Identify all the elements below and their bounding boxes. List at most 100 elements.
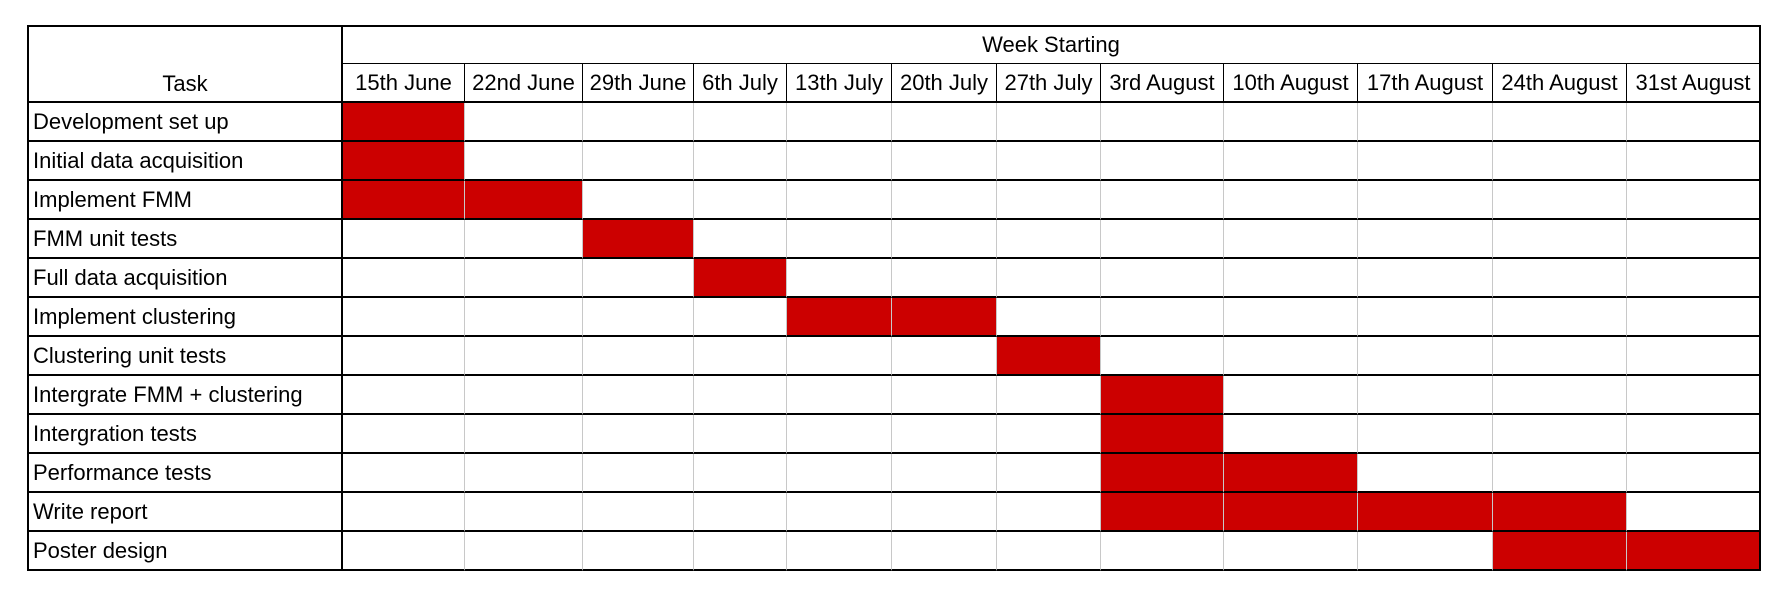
schedule-cell (343, 259, 465, 298)
schedule-bar (997, 337, 1101, 376)
schedule-cell (694, 220, 787, 259)
schedule-cell (465, 532, 583, 571)
week-header: 10th August (1224, 64, 1358, 103)
schedule-cell (892, 259, 997, 298)
task-label: Poster design (27, 532, 343, 571)
schedule-cell (787, 259, 892, 298)
schedule-cell (583, 181, 694, 220)
week-header: 3rd August (1101, 64, 1224, 103)
schedule-cell (997, 142, 1101, 181)
schedule-cell (1101, 259, 1224, 298)
schedule-cell (694, 337, 787, 376)
schedule-cell (694, 181, 787, 220)
schedule-bar (1493, 532, 1627, 571)
task-column-header: Task (27, 25, 343, 103)
schedule-cell (465, 142, 583, 181)
schedule-cell (465, 376, 583, 415)
schedule-bar (343, 142, 465, 181)
schedule-cell (1358, 415, 1493, 454)
schedule-cell (892, 376, 997, 415)
schedule-cell (1627, 493, 1761, 532)
schedule-cell (1627, 454, 1761, 493)
schedule-cell (343, 298, 465, 337)
schedule-cell (997, 415, 1101, 454)
schedule-cell (465, 259, 583, 298)
schedule-cell (787, 493, 892, 532)
schedule-cell (583, 415, 694, 454)
schedule-bar (1493, 493, 1627, 532)
schedule-cell (1101, 103, 1224, 142)
schedule-cell (465, 454, 583, 493)
schedule-cell (465, 415, 583, 454)
schedule-cell (1627, 259, 1761, 298)
schedule-cell (1358, 259, 1493, 298)
schedule-cell (1627, 337, 1761, 376)
schedule-cell (1224, 415, 1358, 454)
schedule-cell (694, 103, 787, 142)
schedule-bar (1627, 532, 1761, 571)
schedule-cell (1224, 103, 1358, 142)
schedule-cell (892, 181, 997, 220)
schedule-cell (997, 532, 1101, 571)
task-label: Write report (27, 493, 343, 532)
week-header: 29th June (583, 64, 694, 103)
gantt-chart: Task Week Starting 15th June 22nd June 29t… (27, 25, 1761, 571)
schedule-cell (583, 493, 694, 532)
schedule-cell (997, 181, 1101, 220)
week-header: 31st August (1627, 64, 1761, 103)
schedule-cell (892, 493, 997, 532)
task-label: Implement clustering (27, 298, 343, 337)
schedule-cell (1358, 298, 1493, 337)
schedule-cell (583, 376, 694, 415)
schedule-cell (1101, 337, 1224, 376)
schedule-cell (1358, 220, 1493, 259)
schedule-cell (583, 532, 694, 571)
schedule-cell (1627, 220, 1761, 259)
schedule-bar (1101, 454, 1224, 493)
schedule-cell (787, 181, 892, 220)
schedule-cell (997, 493, 1101, 532)
week-header: 27th July (997, 64, 1101, 103)
schedule-cell (343, 532, 465, 571)
schedule-bar (1224, 493, 1358, 532)
schedule-cell (1224, 337, 1358, 376)
schedule-cell (1493, 337, 1627, 376)
schedule-cell (694, 454, 787, 493)
schedule-cell (892, 415, 997, 454)
schedule-cell (343, 337, 465, 376)
schedule-cell (694, 532, 787, 571)
schedule-bar (1101, 415, 1224, 454)
schedule-cell (1627, 103, 1761, 142)
schedule-cell (892, 220, 997, 259)
schedule-cell (1224, 220, 1358, 259)
schedule-bar (1101, 376, 1224, 415)
schedule-cell (892, 142, 997, 181)
schedule-cell (1358, 376, 1493, 415)
schedule-bar (694, 259, 787, 298)
schedule-cell (1358, 337, 1493, 376)
week-starting-header: Week Starting (343, 25, 1761, 64)
schedule-cell (1224, 259, 1358, 298)
week-header: 20th July (892, 64, 997, 103)
schedule-cell (997, 259, 1101, 298)
task-label: Initial data acquisition (27, 142, 343, 181)
schedule-cell (1493, 181, 1627, 220)
schedule-cell (1358, 532, 1493, 571)
schedule-bar (1224, 454, 1358, 493)
task-label: Clustering unit tests (27, 337, 343, 376)
schedule-cell (465, 337, 583, 376)
schedule-bar (1101, 493, 1224, 532)
schedule-cell (694, 298, 787, 337)
schedule-cell (1224, 532, 1358, 571)
schedule-cell (787, 532, 892, 571)
week-header: 22nd June (465, 64, 583, 103)
schedule-cell (892, 532, 997, 571)
schedule-bar (787, 298, 892, 337)
schedule-cell (343, 376, 465, 415)
schedule-cell (694, 415, 787, 454)
schedule-cell (1224, 142, 1358, 181)
task-label: Performance tests (27, 454, 343, 493)
schedule-cell (1493, 259, 1627, 298)
schedule-bar (1358, 493, 1493, 532)
schedule-cell (997, 376, 1101, 415)
